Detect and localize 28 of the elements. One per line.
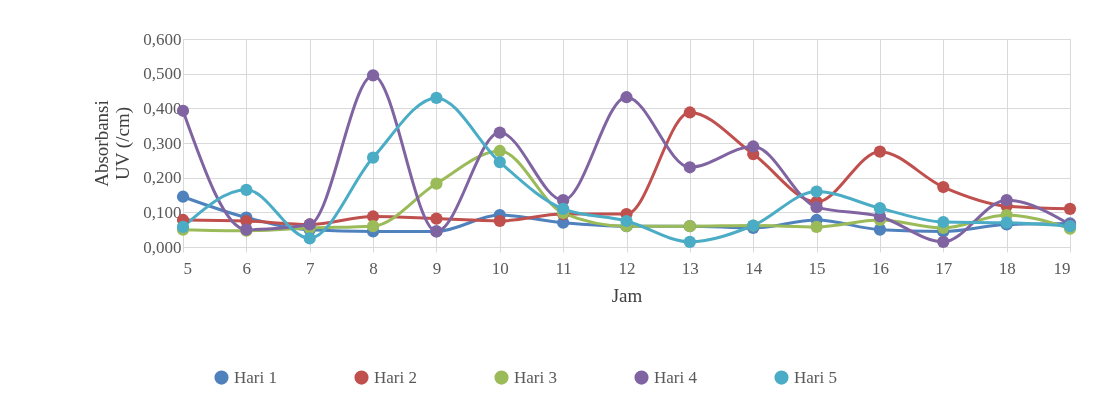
y-tick-label: 0,300 — [143, 133, 182, 153]
legend-label: Hari 2 — [374, 367, 417, 387]
x-tick-label: 14 — [745, 258, 763, 278]
x-tick-label: 9 — [432, 258, 442, 278]
x-tick-label: 17 — [935, 258, 953, 278]
x-tick-label: 18 — [998, 258, 1016, 278]
x-tick-label: 10 — [491, 258, 509, 278]
legend-label: Hari 5 — [794, 367, 837, 387]
y-tick-label: 0,000 — [143, 237, 182, 257]
y-tick-label: 0,200 — [143, 168, 182, 188]
x-tick-label: 6 — [242, 258, 252, 278]
x-tick-label: 12 — [618, 258, 636, 278]
x-tick-label: 13 — [681, 258, 699, 278]
x-tick-label: 16 — [871, 258, 889, 278]
x-tick-label: 19 — [1053, 258, 1071, 278]
legend-label: Hari 4 — [654, 367, 698, 387]
y-tick-label: 0,500 — [143, 64, 182, 84]
legend-label: Hari 1 — [234, 367, 277, 387]
x-tick-label: 15 — [808, 258, 826, 278]
x-tick-label: 8 — [369, 258, 378, 278]
legend-label: Hari 3 — [514, 367, 557, 387]
y-axis-title: Absorbansi UV (/cm) — [91, 100, 135, 187]
y-tick-label: 0,100 — [143, 202, 182, 222]
x-tick-label: 5 — [183, 258, 192, 278]
y-tick-label: 0,600 — [143, 29, 182, 49]
x-tick-label: 7 — [305, 258, 315, 278]
x-tick-label: 11 — [555, 258, 572, 278]
x-axis-title: Jam — [611, 284, 643, 306]
